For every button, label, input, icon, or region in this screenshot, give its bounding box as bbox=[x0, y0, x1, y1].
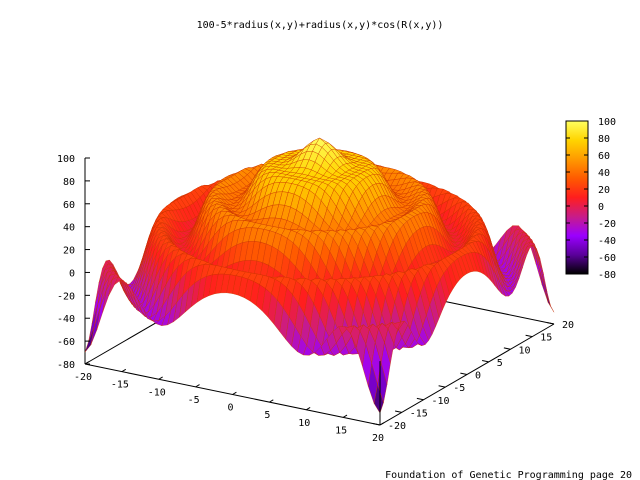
z-tick-label: 60 bbox=[63, 200, 75, 211]
z-tick-label: 100 bbox=[57, 154, 75, 165]
y-tick-label: 5 bbox=[497, 358, 503, 369]
x-axis: -20 -15 -10 -5 0 5 10 15 20 bbox=[74, 361, 385, 444]
surface-mesh bbox=[84, 137, 555, 414]
x-tick-label: 0 bbox=[227, 403, 233, 414]
colorbar-ticks: 100 80 60 40 20 0 -20 -40 -60 -80 bbox=[566, 117, 616, 281]
chart-title: 100-5*radius(x,y)+radius(x,y)*cos(R(x,y)… bbox=[197, 20, 444, 31]
colorbar: 100 80 60 40 20 0 -20 -40 -60 -80 bbox=[565, 117, 616, 281]
x-tick bbox=[121, 368, 127, 373]
colorbar-tick-label: 100 bbox=[598, 117, 616, 128]
x-tick-label: -5 bbox=[188, 395, 200, 406]
x-tick bbox=[232, 391, 237, 395]
colorbar-tick-label: -20 bbox=[598, 219, 616, 230]
y-tick bbox=[395, 410, 402, 413]
y-tick bbox=[416, 397, 424, 401]
surface-facet bbox=[373, 384, 384, 414]
y-tick bbox=[547, 322, 555, 325]
colorbar-tick-label: 40 bbox=[598, 168, 610, 179]
z-tick-label: 20 bbox=[63, 246, 75, 257]
x-tick bbox=[379, 422, 385, 426]
x-tick bbox=[195, 384, 200, 388]
y-axis: -20 -15 -10-5 0 5 10 15 20 bbox=[373, 320, 574, 432]
surface-facet bbox=[535, 249, 545, 288]
y-tick-label: -10 bbox=[432, 396, 450, 407]
y-tick bbox=[460, 372, 468, 375]
x-tick-label: 5 bbox=[264, 410, 270, 421]
x-tick bbox=[269, 399, 274, 403]
y-tick bbox=[482, 360, 489, 363]
z-tick-label: 80 bbox=[63, 177, 75, 188]
y-tick bbox=[438, 385, 446, 388]
x-tick-label: -20 bbox=[74, 372, 92, 383]
colorbar-tick-label: -40 bbox=[598, 236, 616, 247]
z-tick-label: -20 bbox=[57, 291, 75, 302]
z-axis: -80 -60 -40 -20 0 20 40 60 80 100 bbox=[57, 154, 90, 371]
x-tick bbox=[342, 414, 348, 418]
colorbar-tick-label: -80 bbox=[598, 270, 616, 281]
colorbar-tick-label: -60 bbox=[598, 253, 616, 264]
z-tick-label: -60 bbox=[57, 337, 75, 348]
x-tick-label: -10 bbox=[148, 387, 166, 398]
colorbar-tick-label: 60 bbox=[598, 151, 610, 162]
y-tick-label: 10 bbox=[519, 345, 531, 356]
x-tick-label: 15 bbox=[335, 425, 347, 436]
z-tick-label: 40 bbox=[63, 223, 75, 234]
y-tick-label: 15 bbox=[540, 333, 552, 344]
z-tick-label: -40 bbox=[57, 314, 75, 325]
z-tick-label: -80 bbox=[57, 360, 75, 371]
y-tick bbox=[503, 347, 511, 350]
colorbar-tick-label: 0 bbox=[598, 202, 604, 213]
x-tick-label: -15 bbox=[111, 380, 129, 391]
y-tick bbox=[525, 334, 533, 338]
y-tick-label: -15 bbox=[410, 408, 428, 419]
colorbar-gradient bbox=[565, 120, 589, 275]
colorbar-tick-label: 20 bbox=[598, 185, 610, 196]
colorbar-tick-label: 80 bbox=[598, 134, 610, 145]
x-tick bbox=[84, 361, 90, 365]
x-tick bbox=[305, 407, 311, 411]
x-tick-label: 10 bbox=[298, 418, 310, 429]
y-tick bbox=[373, 423, 381, 426]
y-tick-label: -20 bbox=[388, 421, 406, 432]
y-tick-label: 20 bbox=[562, 320, 574, 331]
footer-caption: Foundation of Genetic Programming page 2… bbox=[385, 470, 632, 480]
x-tick bbox=[158, 376, 163, 380]
y-tick-label: 0 bbox=[475, 371, 481, 382]
z-tick-label: 0 bbox=[69, 268, 75, 279]
y-tick-label: -5 bbox=[453, 383, 465, 394]
x-tick-label: 20 bbox=[372, 433, 384, 444]
